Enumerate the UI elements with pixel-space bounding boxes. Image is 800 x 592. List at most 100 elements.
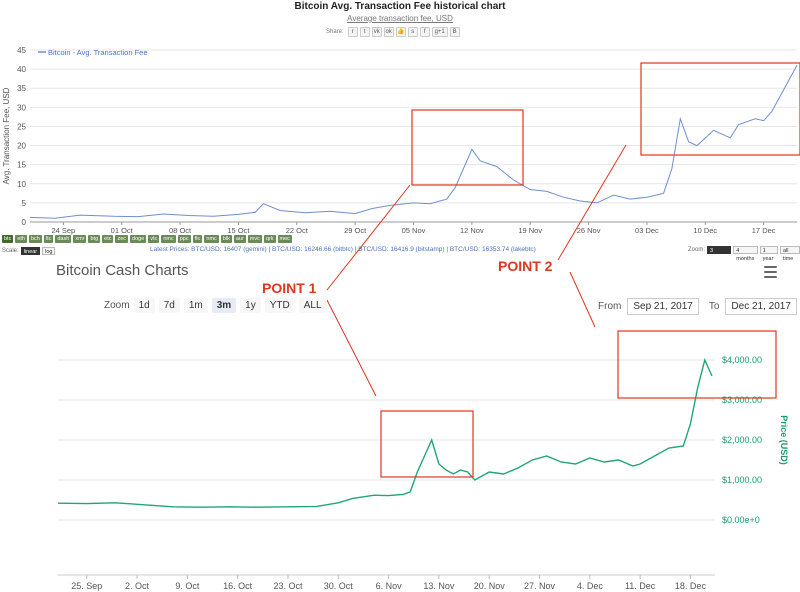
coin-button-btg[interactable]: btg (88, 235, 101, 243)
price-series-line (57, 357, 713, 508)
coin-selector: btc eth bch ltc dash xmr btg etc zec doge vtc nmc pp… (2, 235, 292, 243)
zoom-alltime-button[interactable]: all time (779, 246, 800, 262)
fee-chart: 0 5 10 15 20 25 30 35 40 45 24 Sep 01 Oct 08 Oct 15 O… (2, 46, 798, 235)
price-xtick-label: 6. Nov (376, 581, 403, 591)
price-ytick-label: $1,000.00 (722, 475, 762, 485)
zoom-ytd-button[interactable]: YTD (264, 298, 295, 313)
zoom-3months-button[interactable]: 3 months (707, 246, 732, 262)
fee-xtick-label: 01 Oct (111, 226, 134, 235)
fee-legend-text: Bitcoin - Avg. Transaction Fee (48, 48, 148, 57)
zoom-1d-button[interactable]: 1d (133, 298, 155, 313)
coin-button-mvc[interactable]: mvc (247, 235, 262, 243)
twitter-icon[interactable]: t (359, 26, 370, 37)
price-xtick-label: 9. Oct (175, 581, 200, 591)
coin-button-xmr[interactable]: xmr (73, 235, 87, 243)
price-ytick-label: $3,000.00 (722, 395, 762, 405)
price-xtick-label: 11. Dec (625, 581, 656, 591)
fee-ytick-label: 30 (17, 103, 26, 112)
fee-xtick-label: 05 Nov (402, 226, 426, 235)
coin-button-aur[interactable]: aur (233, 235, 246, 243)
coin-button-mec[interactable]: mec (277, 235, 292, 243)
share-bar: Share: r t vk ok 👍 s f g+1 B (326, 26, 460, 37)
price-xtick-label: 23. Oct (273, 581, 303, 591)
price-chart: $0.00e+0 $1,000.00 $2,000.00 $3,000.00 $4,00… (57, 355, 789, 591)
price-xtick-label: 30. Oct (324, 581, 354, 591)
zoom-all-button[interactable]: ALL (298, 298, 327, 313)
fee-xtick-label: 29 Oct (344, 226, 367, 235)
scale-log-button[interactable]: log (42, 247, 56, 255)
fee-xtick-label: 15 Oct (227, 226, 250, 235)
fee-ytick-label: 5 (22, 199, 27, 208)
fee-ytick-label: 35 (17, 84, 26, 93)
price-xtick-label: 20. Nov (474, 581, 506, 591)
point2-connector-top (557, 144, 627, 261)
coin-button-ltc[interactable]: ltc (43, 235, 54, 243)
fee-xtick-label: 17 Dec (752, 226, 776, 235)
coin-button-ftc[interactable]: ftc (192, 235, 203, 243)
zoom-1year-button[interactable]: 1 year (759, 246, 778, 262)
point2-price-box (617, 330, 777, 399)
coin-button-zec[interactable]: zec (115, 235, 129, 243)
zoom-1y-button[interactable]: 1y (240, 298, 261, 313)
price-ytick-label: $2,000.00 (722, 435, 762, 445)
coin-button-ppc[interactable]: ppc (177, 235, 191, 243)
scale-selector: Scale: linear log (2, 247, 56, 255)
to-label: To (708, 301, 720, 312)
coin-button-eth[interactable]: eth (15, 235, 27, 243)
zoom-4months-button[interactable]: 4 months (733, 246, 758, 262)
stumble-icon[interactable]: s (407, 26, 418, 37)
fee-xtick-label: 19 Nov (518, 226, 542, 235)
coin-button-doge[interactable]: doge (130, 235, 147, 243)
fee-ytick-label: 40 (17, 65, 26, 74)
point1-connector-top (326, 184, 411, 291)
ok-icon[interactable]: ok (383, 26, 394, 37)
fee-ytick-label: 0 (22, 218, 27, 227)
hamburger-menu-icon[interactable] (764, 266, 777, 281)
coin-button-nmc[interactable]: nmc (161, 235, 176, 243)
point2-connector-bottom (569, 271, 596, 328)
scale-linear-button[interactable]: linear (20, 247, 41, 255)
fee-chart-title: Bitcoin Avg. Transaction Fee historical … (294, 1, 506, 12)
fee-zoom-label: Zoom: (688, 247, 706, 253)
vk-icon[interactable]: vk (371, 26, 382, 37)
price-xtick-label: 4. Dec (577, 581, 604, 591)
from-date-input[interactable]: Sep 21, 2017 (627, 298, 699, 315)
googleplus-icon[interactable]: g+1 (431, 26, 448, 37)
zoom-7d-button[interactable]: 7d (158, 298, 180, 313)
reddit-icon[interactable]: r (347, 26, 358, 37)
coin-button-bch[interactable]: bch (29, 235, 42, 243)
like-icon[interactable]: 👍 (395, 26, 406, 37)
price-ytick-label: $0.00e+0 (722, 515, 760, 525)
fee-xtick-label: 26 Nov (577, 226, 601, 235)
fee-ytick-label: 20 (17, 142, 26, 151)
to-date-input[interactable]: Dec 21, 2017 (725, 298, 797, 315)
price-zoom-selector: Zoom 1d 7d 1m 3m 1y YTD ALL (104, 298, 327, 313)
fee-ytick-label: 25 (17, 122, 26, 131)
coin-button-nmc[interactable]: nmc (204, 235, 219, 243)
price-xtick-label: 2. Oct (125, 581, 150, 591)
point2-fee-box (640, 62, 800, 156)
date-range: From Sep 21, 2017 To Dec 21, 2017 (598, 298, 797, 315)
coin-button-vtc[interactable]: vtc (148, 235, 160, 243)
coin-button-dash[interactable]: dash (55, 235, 72, 243)
price-xtick-label: 27. Nov (524, 581, 556, 591)
price-zoom-label: Zoom (104, 300, 130, 311)
coin-button-etc[interactable]: etc (102, 235, 114, 243)
price-xtick-label: 16. Oct (223, 581, 253, 591)
coin-button-blk[interactable]: blk (220, 235, 232, 243)
zoom-1m-button[interactable]: 1m (183, 298, 208, 313)
fee-ytick-label: 15 (17, 161, 26, 170)
blogger-icon[interactable]: B (449, 26, 460, 37)
fee-xtick-label: 03 Dec (635, 226, 659, 235)
fee-zoom-selector: Zoom: 3 months 4 months 1 year all time (688, 246, 800, 262)
fee-chart-subtitle[interactable]: Average transaction fee, USD (347, 14, 453, 23)
price-ytick-label: $4,000.00 (722, 355, 762, 365)
coin-button-btc[interactable]: btc (2, 235, 14, 243)
price-xtick-label: 18. Dec (675, 581, 707, 591)
point1-connector-bottom (326, 299, 377, 397)
zoom-3m-button[interactable]: 3m (211, 298, 237, 313)
fee-series-line (29, 65, 798, 219)
coin-button-qrk[interactable]: qrk (263, 235, 276, 243)
share-label: Share: (326, 28, 344, 35)
facebook-icon[interactable]: f (419, 26, 430, 37)
